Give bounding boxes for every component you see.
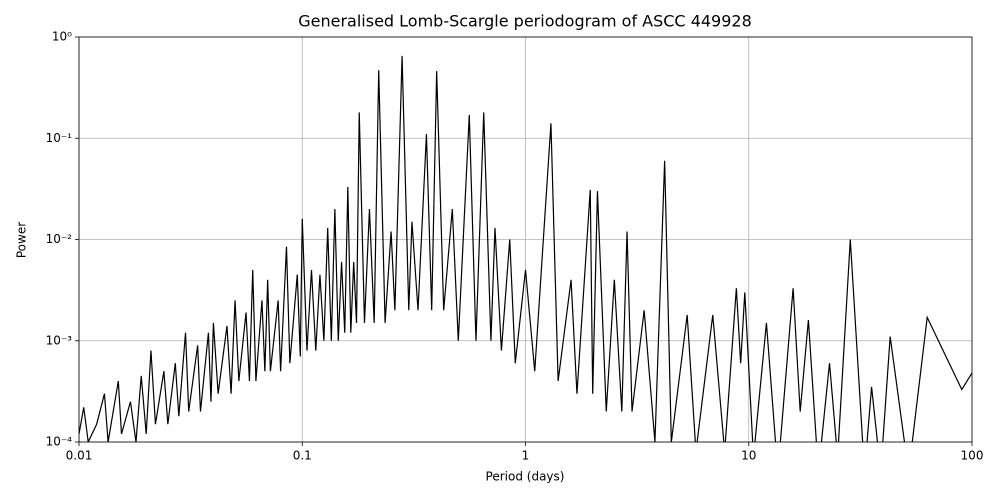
y-tick-label: 10⁻⁴ (46, 435, 73, 449)
x-tick-label: 10 (741, 449, 756, 463)
chart-title: Generalised Lomb-Scargle periodogram of … (298, 12, 752, 31)
y-tick-label: 10⁰ (52, 30, 72, 44)
x-tick-label: 1 (522, 449, 530, 463)
x-tick-label: 100 (961, 449, 984, 463)
x-axis-label: Period (days) (486, 470, 565, 484)
y-tick-label: 10⁻³ (46, 333, 73, 347)
plot-frame (78, 36, 973, 443)
periodogram-line (79, 55, 972, 442)
x-tick-label: 0.01 (66, 449, 93, 463)
x-tick-label: 0.1 (293, 449, 312, 463)
y-axis-label: Power (15, 222, 29, 258)
y-tick-label: 10⁻² (46, 232, 73, 246)
y-tick-label: 10⁻¹ (46, 131, 73, 145)
